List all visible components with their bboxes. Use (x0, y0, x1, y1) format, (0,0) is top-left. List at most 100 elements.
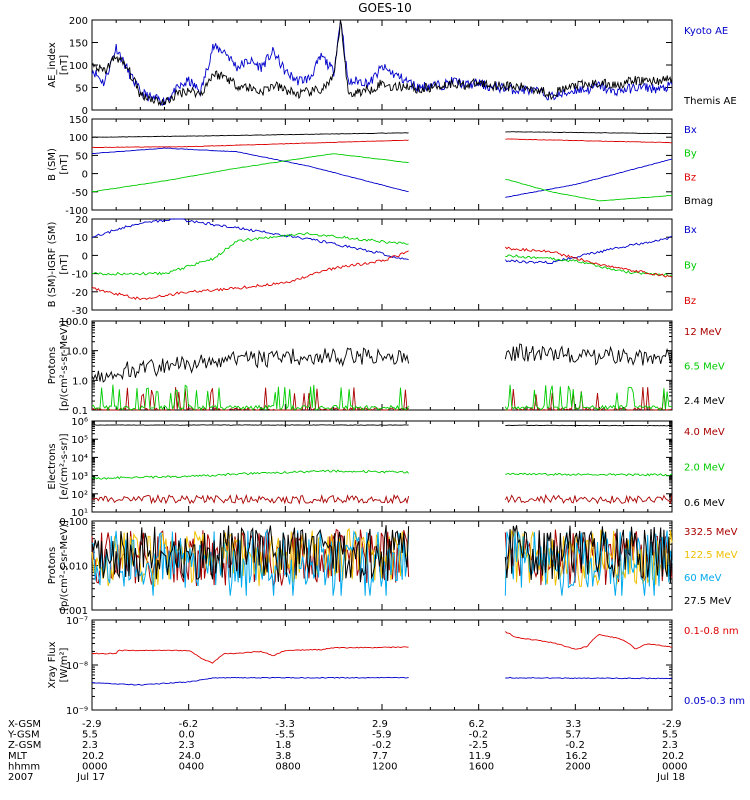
series-line-themis-ae (91, 19, 673, 107)
y-axis-unit: [p/(cm²-s-sr-MeV)] (59, 320, 70, 411)
y-tick-label: 200 (69, 16, 88, 27)
footer-value: -3.3 (275, 719, 295, 730)
y-axis-unit: [nT] (59, 254, 70, 274)
y-axis-unit: [nT] (59, 154, 70, 174)
legend-label: 122.5 MeV (684, 550, 738, 561)
y-axis-label: AE_index (47, 42, 58, 88)
y-tick-label: 0 (82, 170, 88, 181)
legend-label: Bz (684, 172, 696, 183)
footer-value: 1.8 (275, 740, 291, 751)
legend-label: 0.1-0.8 nm (684, 626, 739, 637)
y-axis-unit: [p/(cm²-s-sr-MeV)] (59, 520, 70, 611)
footer-value: 0800 (275, 761, 300, 772)
footer-date: Jul 18 (656, 772, 685, 783)
panel-7: 10⁻⁹ 10⁻⁸ 10⁻⁷ Xray Flux [W/m²] 0.1-0.8 nm 0.0… (47, 616, 745, 717)
footer-value: 0.0 (179, 730, 195, 741)
footer-value: 7.7 (372, 751, 388, 762)
y-axis-label: Protons (47, 547, 58, 584)
legend-label: By (684, 261, 697, 272)
series-line-bx (91, 147, 673, 198)
series-line-by (91, 232, 673, 278)
legend-label: Kyoto AE (684, 26, 728, 37)
y-axis-unit: [e/(cm²-s-sr)] (59, 433, 70, 499)
legend-label: 12 MeV (684, 327, 722, 338)
y-axis-label: Protons (47, 347, 58, 384)
y-axis-label: Xray Flux (47, 641, 58, 688)
legend-label: 60 MeV (684, 573, 722, 584)
legend-label: By (684, 149, 697, 160)
y-tick-label: 100 (69, 61, 88, 72)
footer-value: 20.2 (82, 751, 104, 762)
footer-value: -0.2 (469, 730, 489, 741)
y-axis-label: B (SM)-IGRF (SM) (47, 222, 58, 308)
y-tick-label: 50 (75, 151, 88, 162)
panel-frame (91, 19, 673, 111)
footer-value: -5.9 (372, 730, 392, 741)
y-tick-label: 0 (82, 251, 88, 262)
panel-2: -100 -50 0 50 100 150 B (SM) [nT] Bx By Bz Bmag (47, 115, 713, 217)
panel-frame (91, 218, 673, 311)
footer-value: 2.9 (372, 719, 388, 730)
footer-value: 2.3 (82, 740, 98, 751)
legend-label: Bz (684, 296, 696, 307)
series-line-27-5-mev (91, 525, 673, 583)
panel-1: 0 50 100 150 200 AE_index [nT] Kyoto AE Themis A… (47, 16, 737, 117)
position-footer: X-GSMY-GSMZ-GSMMLThhmm2007-2.95.52.320.2… (7, 719, 687, 783)
legend-label: 4.0 MeV (684, 427, 725, 438)
footer-value: 11.9 (469, 751, 491, 762)
legend-label: 6.5 MeV (684, 362, 725, 373)
legend-label: 27.5 MeV (684, 596, 731, 607)
panel-3: -30 -20 -10 0 10 20 B (SM)-IGRF (SM) [nT] Bx By Bz (47, 215, 697, 317)
y-tick-label: 10⁻⁹ (66, 706, 88, 717)
y-tick-label: 20 (75, 215, 88, 226)
y-axis-label: B (SM) (47, 148, 58, 181)
footer-row-label: 2007 (8, 772, 33, 783)
footer-value: 20.2 (662, 751, 684, 762)
y-tick-label: 150 (69, 115, 88, 126)
footer-value: -2.9 (82, 719, 102, 730)
series-line-60-mev (91, 528, 673, 596)
series-line-2-4-mev (91, 343, 673, 383)
y-tick-label: 0.1 (72, 406, 88, 417)
footer-value: -5.5 (275, 730, 295, 741)
footer-row-label: Z-GSM (8, 740, 41, 751)
series-line-6-5-mev (91, 384, 673, 411)
footer-date: Jul 17 (76, 772, 105, 783)
series-line-by (91, 153, 673, 202)
y-tick-label: 10¹ (71, 508, 88, 519)
footer-value: -0.2 (372, 740, 392, 751)
y-tick-label: 100.0 (59, 317, 88, 328)
y-tick-label: 10⁵ (71, 435, 88, 446)
series-line-bz (91, 138, 673, 148)
y-tick-label: 10.0 (66, 347, 88, 358)
series-line-0-05-0-3-nm (91, 676, 673, 686)
footer-row-label: MLT (8, 751, 28, 762)
plot-title: GOES-10 (358, 1, 412, 15)
series-line-0-6-mev (91, 424, 673, 427)
footer-value: 2.3 (179, 740, 195, 751)
legend-label: Themis AE (683, 96, 737, 107)
y-tick-label: 1.0 (72, 376, 88, 387)
footer-value: 0400 (179, 761, 204, 772)
y-tick-label: 50 (75, 84, 88, 95)
legend-label: 2.4 MeV (684, 396, 725, 407)
legend-label: Bx (684, 225, 697, 236)
panel-frame (91, 619, 673, 711)
footer-value: -0.2 (565, 740, 585, 751)
footer-value: 0000 (662, 761, 687, 772)
panel-6: 0.001 0.010 0.100 Protons [p/(cm²-s-sr-MeV)]… (47, 517, 738, 617)
y-tick-label: 10⁴ (71, 453, 88, 464)
y-tick-label: -50 (72, 188, 88, 199)
y-axis-unit: [nT] (59, 55, 70, 75)
y-tick-label: 10⁻⁷ (66, 616, 88, 627)
footer-value: -6.2 (179, 719, 199, 730)
footer-value: 5.5 (82, 730, 98, 741)
legend-label: Bx (684, 125, 697, 136)
footer-row-label: Y-GSM (7, 730, 40, 741)
y-tick-label: 10⁻⁸ (66, 661, 88, 672)
series-line-kyoto-ae (91, 21, 673, 106)
legend-label: 332.5 MeV (684, 527, 738, 538)
footer-value: 5.5 (662, 730, 678, 741)
